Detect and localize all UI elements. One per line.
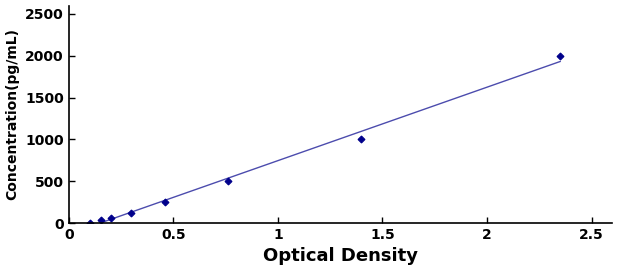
Y-axis label: Concentration(pg/mL): Concentration(pg/mL): [6, 28, 20, 200]
X-axis label: Optical Density: Optical Density: [263, 247, 418, 265]
